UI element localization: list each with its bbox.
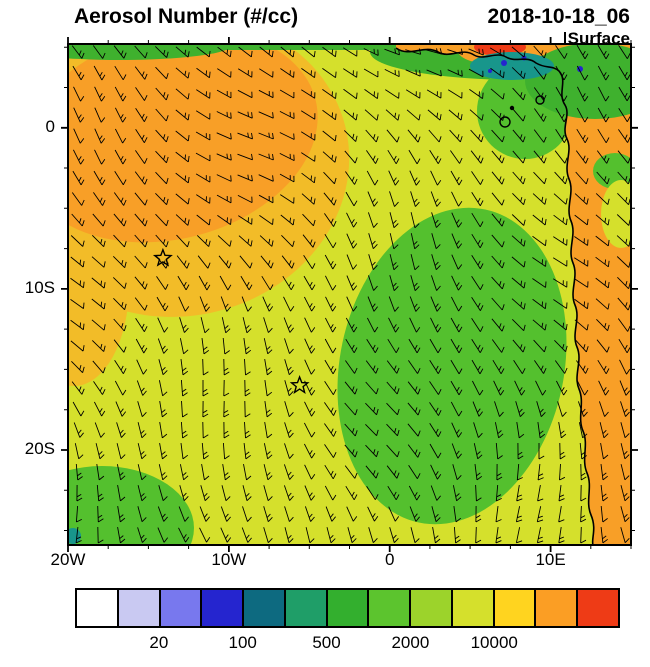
top-coastal-band — [68, 44, 631, 50]
minor-ticks — [64, 40, 635, 549]
title-row: Aerosol Number (#/cc) 2018-10-18_06 — [74, 5, 630, 29]
colorbar-cell — [327, 590, 370, 626]
map-plot — [61, 37, 638, 552]
coastal-minimum-dot — [501, 60, 507, 66]
colorbar-tick-label: 20 — [149, 633, 169, 652]
colorbar — [75, 588, 620, 628]
land-yellow-patch — [601, 180, 631, 248]
storm-marker — [289, 375, 310, 395]
x-tick-label: 0 — [384, 550, 395, 569]
x-tick-label: 20W — [50, 550, 86, 569]
y-tick-label: 10S — [24, 277, 55, 297]
colorbar-cell — [118, 590, 161, 626]
low-aerosol-region — [337, 207, 567, 525]
colorbar-cell — [494, 590, 537, 626]
colorbar-cell — [452, 590, 495, 626]
axes-layer — [61, 37, 638, 552]
top-left-green-patch — [68, 44, 230, 60]
colorbar-tick-label: 10000 — [470, 633, 518, 652]
y-tick-label: 20S — [24, 438, 55, 458]
storm-marker-layer — [152, 247, 310, 395]
x-tick-label: 10E — [535, 550, 566, 569]
plot-title: Aerosol Number (#/cc) — [74, 5, 299, 28]
colorbar-cell — [160, 590, 203, 626]
coastal-minimum-dot — [488, 69, 492, 73]
map-fill-layer — [68, 44, 631, 545]
southwest-green-patch — [68, 466, 194, 545]
colorbar-cell — [369, 590, 412, 626]
colorbar-cell — [77, 590, 119, 626]
colorbar-cell — [536, 590, 579, 626]
wind-barbs — [70, 44, 631, 544]
level-marker — [563, 31, 566, 47]
colorbar-tick-label: 2000 — [391, 633, 430, 652]
plot-datetime: 2018-10-18_06 — [487, 5, 630, 28]
island-outline — [499, 116, 511, 128]
storm-marker — [152, 247, 173, 267]
aerosol-plume-core — [68, 44, 318, 243]
colorbar-tick-label: 100 — [228, 633, 257, 652]
wind-barb-layer — [70, 44, 631, 544]
colorbar-cell — [578, 590, 618, 626]
colorbar-cell — [244, 590, 286, 626]
map-frame — [67, 43, 632, 546]
colorbar-tick-label: 500 — [312, 633, 341, 652]
land-green-patch-mid — [593, 153, 631, 189]
major-ticks — [61, 37, 638, 552]
colorbar-cell — [411, 590, 453, 626]
colorbar-cell — [202, 590, 245, 626]
y-tick-label: 0 — [45, 116, 55, 136]
x-tick-label: 10W — [211, 550, 247, 569]
coastal-teal-patch — [470, 52, 554, 80]
africa-landmass — [396, 44, 631, 545]
colorbar-cell — [285, 590, 328, 626]
